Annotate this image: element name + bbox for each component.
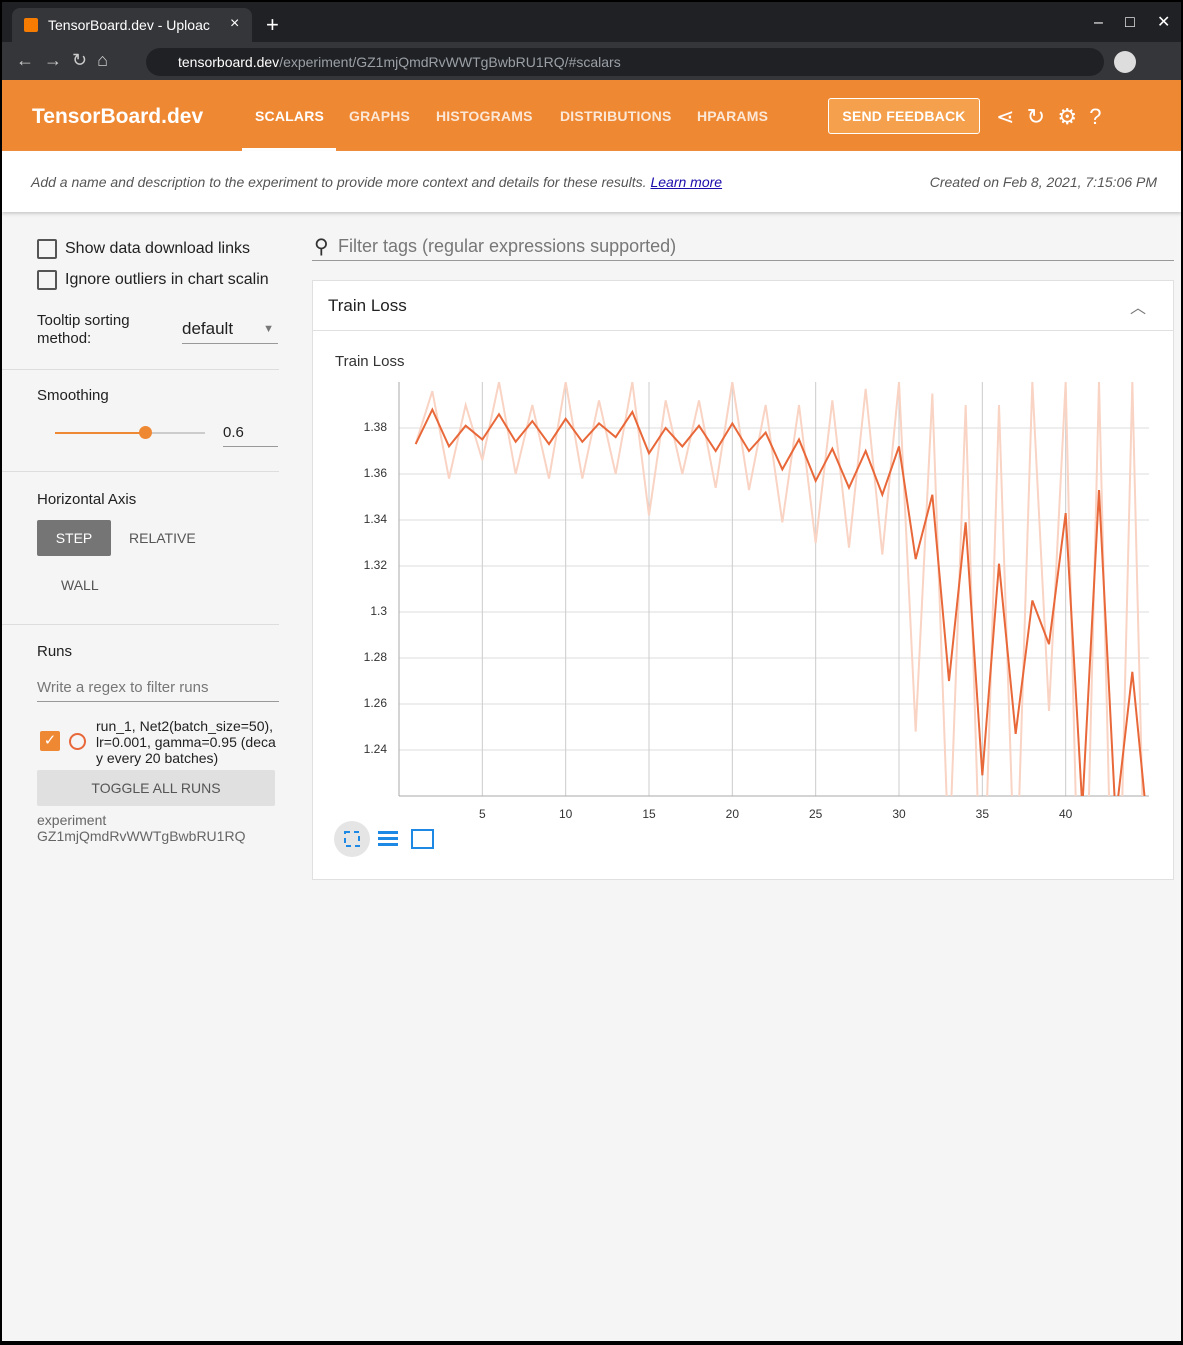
y-tick-label: 1.36 (364, 466, 388, 480)
filter-underline (312, 260, 1174, 261)
divider (2, 471, 279, 472)
learn-more[interactable]: Learn more (650, 174, 723, 190)
filter-input[interactable]: Filter tags (regular expressions support… (338, 236, 677, 256)
nav-tab[interactable]: DISTRIBUTIONS (560, 108, 672, 124)
slider-fill (55, 432, 145, 434)
divider (2, 369, 279, 370)
log-button[interactable] (378, 831, 398, 846)
runs-label: Runs (37, 643, 73, 660)
card-body: Train Loss 1.24 1.26 1.28 1.3 1.32 1.34 1.36 1.… (312, 330, 1174, 880)
fit-button[interactable] (334, 821, 370, 857)
tooltip-label: Tooltip sorting method: (37, 312, 130, 347)
checkbox[interactable] (37, 270, 57, 290)
card-title: Train Loss (328, 296, 407, 315)
feedback-button[interactable]: SEND FEEDBACK (828, 98, 980, 134)
created: Created on Feb 8, 2021, 7:15:06 PM (929, 174, 1157, 190)
axis-option[interactable]: WALL (61, 577, 99, 593)
nav-tab[interactable]: SCALARS (255, 108, 325, 124)
omnibox[interactable] (146, 48, 1104, 76)
y-tick-label: 1.34 (364, 512, 388, 526)
y-tick-label: 1.3 (370, 604, 387, 618)
tab-title: TensorBoard.dev - Uploac (48, 17, 210, 33)
nav-tab[interactable]: HISTOGRAMS (436, 108, 533, 124)
tab[interactable] (12, 8, 252, 42)
nav-tab[interactable]: GRAPHS (349, 108, 411, 124)
run-color[interactable] (69, 733, 86, 750)
y-tick-label: 1.24 (364, 742, 388, 756)
axis-label: Horizontal Axis (37, 491, 137, 508)
y-tick-label: 1.26 (364, 696, 388, 710)
download-button[interactable] (411, 829, 434, 849)
y-tick-label: 1.28 (364, 650, 388, 664)
fit-icon (344, 831, 360, 847)
tooltip-select[interactable]: default ▼ (182, 319, 278, 344)
x-tick-label: 10 (559, 807, 573, 821)
url: tensorboard.dev/experiment/GZ1mjQmdRvWWT… (178, 54, 621, 70)
checkbox-label: Ignore outliers in chart scalin (65, 271, 269, 288)
experiment-label: experiment (37, 812, 107, 828)
x-tick-label: 15 (642, 807, 656, 821)
run-name: run_1, Net2(batch_size=50), lr=0.001, ga… (96, 718, 276, 766)
header-icons[interactable]: ⋖ ↻ ⚙ ? (996, 104, 1102, 129)
collapse-icon[interactable]: ︿ (1130, 300, 1147, 317)
chart: Train Loss 1.24 1.26 1.28 1.3 1.32 1.34 1.36 1.… (334, 353, 1149, 857)
series-line (414, 382, 1144, 796)
x-tick-label: 40 (1059, 807, 1073, 821)
series-line (414, 407, 1146, 796)
checkbox-label: Show data download links (65, 240, 251, 257)
y-tick-label: 1.32 (364, 558, 388, 572)
app-header (2, 80, 1181, 151)
active-indicator (242, 148, 336, 151)
y-tick-label: 1.38 (364, 420, 388, 434)
card-header[interactable] (312, 280, 1174, 331)
favicon (24, 18, 38, 32)
smoothing-value[interactable]: 0.6 (223, 424, 278, 447)
x-tick-label: 30 (892, 807, 906, 821)
axis-option[interactable]: STEP (37, 520, 111, 556)
new-tab[interactable]: + (266, 12, 279, 37)
x-tick-label: 5 (479, 807, 486, 821)
x-tick-label: 20 (726, 807, 740, 821)
runs-filter[interactable]: Write a regex to filter runs (37, 679, 279, 702)
experiment-id: GZ1mjQmdRvWWTgBwbRU1RQ (37, 828, 246, 844)
axis-option[interactable]: RELATIVE (129, 530, 196, 546)
brand[interactable]: TensorBoard.dev (32, 105, 204, 128)
nav-tab[interactable]: HPARAMS (697, 108, 769, 124)
checkbox[interactable] (37, 239, 57, 259)
description-bar (2, 151, 1181, 212)
tab-close[interactable]: × (230, 15, 240, 32)
tooltip-value: default (182, 319, 234, 338)
toggle-runs[interactable]: TOGGLE ALL RUNS (37, 770, 275, 806)
url-domain: tensorboard.dev (178, 54, 280, 70)
divider (2, 624, 279, 625)
slider-thumb[interactable] (139, 426, 152, 439)
window-controls[interactable]: – □ ✕ (1094, 14, 1171, 31)
profile[interactable] (1114, 51, 1136, 73)
description-text: Add a name and description to the experi… (31, 174, 647, 190)
chart-title: Train Loss (335, 353, 404, 370)
x-tick-label: 35 (976, 807, 990, 821)
x-tick-label: 25 (809, 807, 823, 821)
url-path: /experiment/GZ1mjQmdRvWWTgBwbRU1RQ/#scal… (279, 54, 621, 70)
smoothing-label: Smoothing (37, 387, 109, 404)
description: Add a name and description to the experi… (31, 174, 722, 190)
run-checkbox[interactable]: ✓ (40, 731, 60, 751)
nav-buttons[interactable]: ← → ↻ ⌂ (16, 50, 108, 70)
search-icon: ⚲ (314, 236, 329, 258)
